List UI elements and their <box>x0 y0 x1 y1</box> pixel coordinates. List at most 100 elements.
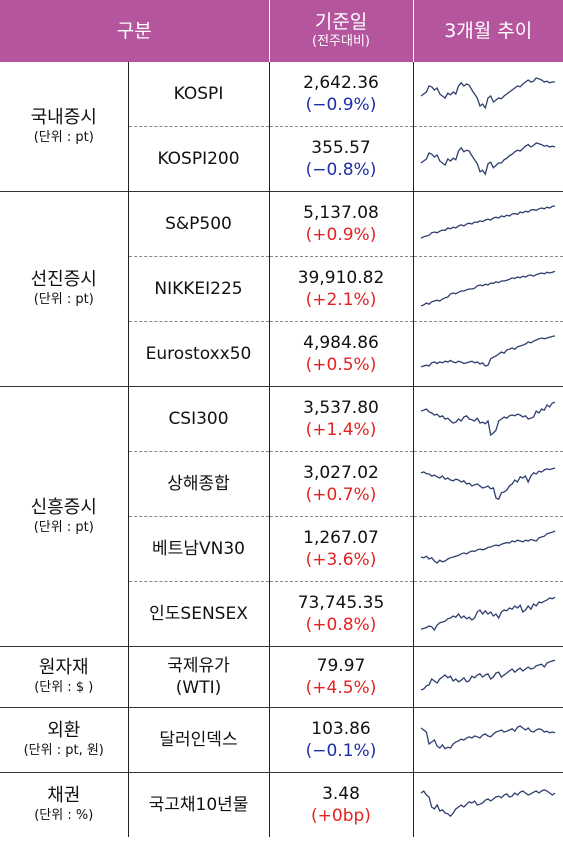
change-text: (+4.5%) <box>305 678 377 698</box>
category-name: 채권 <box>47 785 81 806</box>
header-trend: 3개월 추이 <box>413 0 563 62</box>
sparkline-path <box>421 659 556 691</box>
value-cell: 103.86 (−0.1%) <box>269 707 414 773</box>
trend-cell <box>413 646 563 708</box>
value-cell: 39,910.82 (+2.1%) <box>269 256 414 322</box>
sparkline-path <box>420 789 556 818</box>
item-name-cell: 베트남VN30 <box>128 516 270 582</box>
change-text: (+0.7%) <box>305 485 377 505</box>
value-cell: 2,642.36 (−0.9%) <box>269 62 414 127</box>
sparkline-path <box>421 270 556 307</box>
item-name: 국고채10년물 <box>148 795 249 815</box>
category-name: 선진증시 <box>30 269 97 290</box>
sparkline-path <box>420 725 556 750</box>
category-name: 신흥증시 <box>30 496 97 518</box>
item-name: S&P500 <box>165 214 232 234</box>
item-name: (WTI) <box>175 678 222 698</box>
value-cell: 1,267.07 (+3.6%) <box>269 516 414 582</box>
category-unit: (단위 : pt) <box>33 292 94 307</box>
trend-cell <box>413 256 563 322</box>
value-text: 355.57 <box>311 138 371 158</box>
sparkline-path <box>421 401 556 437</box>
change-text: (−0.9%) <box>305 95 377 115</box>
table-row: 국내증시 (단위 : pt) KOSPI 2,642.36 (−0.9%) <box>0 62 563 192</box>
category-cell: 국내증시 (단위 : pt) <box>0 62 129 192</box>
item-name-cell: 상해종합 <box>128 451 270 517</box>
sparkline-path <box>421 467 556 501</box>
item-name-cell: CSI300 <box>128 386 270 452</box>
sparkline-path <box>421 530 556 564</box>
item-name: KOSPI200 <box>157 149 240 169</box>
category-name: 국내증시 <box>30 106 97 128</box>
value-cell: 3.48 (+0bp) <box>269 772 414 837</box>
value-text: 3,027.02 <box>303 463 379 483</box>
value-cell: 73,745.35 (+0.8%) <box>269 581 414 647</box>
table-row: 선진증시 (단위 : pt) S&P500 5,137.08 (+0.9%) <box>0 191 563 387</box>
item-name-cell: KOSPI <box>128 62 270 127</box>
category-cell: 외환 (단위 : pt, 원) <box>0 707 129 773</box>
trend-cell <box>413 516 563 582</box>
value-text: 103.86 <box>311 719 371 739</box>
value-text: 4,984.86 <box>303 333 379 353</box>
sparkline-chart <box>421 530 556 564</box>
item-name-cell: 달러인덱스 <box>128 707 270 773</box>
value-text: 73,745.35 <box>297 593 385 613</box>
category-cell: 채권 (단위 : %) <box>0 772 129 837</box>
value-cell: 355.57 (−0.8%) <box>269 126 414 192</box>
sparkline-chart <box>420 205 556 239</box>
sparkline-chart <box>421 335 556 368</box>
change-text: (+0.8%) <box>305 615 377 635</box>
category-cell: 선진증시 (단위 : pt) <box>0 191 129 387</box>
sparkline-path <box>420 205 556 239</box>
value-text: 3,537.80 <box>303 398 379 418</box>
sparkline-chart <box>420 789 556 818</box>
sparkline-path <box>420 142 556 176</box>
trend-cell <box>413 62 563 127</box>
table-row: 원자재 (단위 : $ ) 국제유가 (WTI) 79.97 (+4.5%) <box>0 646 563 708</box>
change-text: (−0.1%) <box>305 741 377 761</box>
table-row: 외환 (단위 : pt, 원) 달러인덱스 103.86 (−0.1%) <box>0 707 563 773</box>
item-name: 상해종합 <box>167 474 230 494</box>
value-text: 1,267.07 <box>303 528 379 548</box>
table-row: 신흥증시 (단위 : pt) CSI300 3,537.80 (+1.4%) <box>0 386 563 647</box>
change-text: (+1.4%) <box>305 420 377 440</box>
item-name: Eurostoxx50 <box>145 344 252 364</box>
change-text: (+0bp) <box>311 806 371 826</box>
change-text: (+3.6%) <box>305 550 377 570</box>
item-name-cell: S&P500 <box>128 191 270 257</box>
sparkline-chart <box>421 596 556 632</box>
item-name: 달러인덱스 <box>159 730 238 750</box>
change-text: (+0.5%) <box>305 355 377 375</box>
item-name-cell: 국고채10년물 <box>128 772 270 837</box>
category-unit: (단위 : %) <box>34 808 94 823</box>
table-row: 인도SENSEX 73,745.35 (+0.8%) <box>0 581 563 647</box>
category-name: 외환 <box>47 720 81 741</box>
sparkline-chart <box>420 77 556 110</box>
change-text: (+2.1%) <box>305 290 377 310</box>
sparkline-chart <box>420 142 556 176</box>
category-cell: 원자재 (단위 : $ ) <box>0 646 129 708</box>
value-cell: 4,984.86 (+0.5%) <box>269 321 414 387</box>
table-row: 베트남VN30 1,267.07 (+3.6%) <box>0 516 563 582</box>
sparkline-chart <box>421 270 556 307</box>
value-text: 39,910.82 <box>297 268 385 288</box>
item-name: CSI300 <box>168 409 229 429</box>
item-name: 인도SENSEX <box>149 604 248 624</box>
sparkline-chart <box>420 725 556 750</box>
table-row: NIKKEI225 39,910.82 (+2.1%) <box>0 256 563 322</box>
item-name-cell: Eurostoxx50 <box>128 321 270 387</box>
value-text: 79.97 <box>316 656 366 676</box>
trend-cell <box>413 772 563 837</box>
value-cell: 3,537.80 (+1.4%) <box>269 386 414 452</box>
table-row: 상해종합 3,027.02 (+0.7%) <box>0 451 563 517</box>
item-name: KOSPI <box>173 84 224 104</box>
value-cell: 79.97 (+4.5%) <box>269 646 414 708</box>
item-name-cell: 국제유가 (WTI) <box>128 646 270 708</box>
sparkline-path <box>421 335 556 368</box>
change-text: (−0.8%) <box>305 160 377 180</box>
item-name: NIKKEI225 <box>154 279 243 299</box>
sparkline-chart <box>421 401 556 437</box>
trend-cell <box>413 581 563 647</box>
table-row: 채권 (단위 : %) 국고채10년물 3.48 (+0bp) <box>0 772 563 837</box>
header-row: 구분 기준일 (전주대비) 3개월 추이 <box>0 0 563 62</box>
